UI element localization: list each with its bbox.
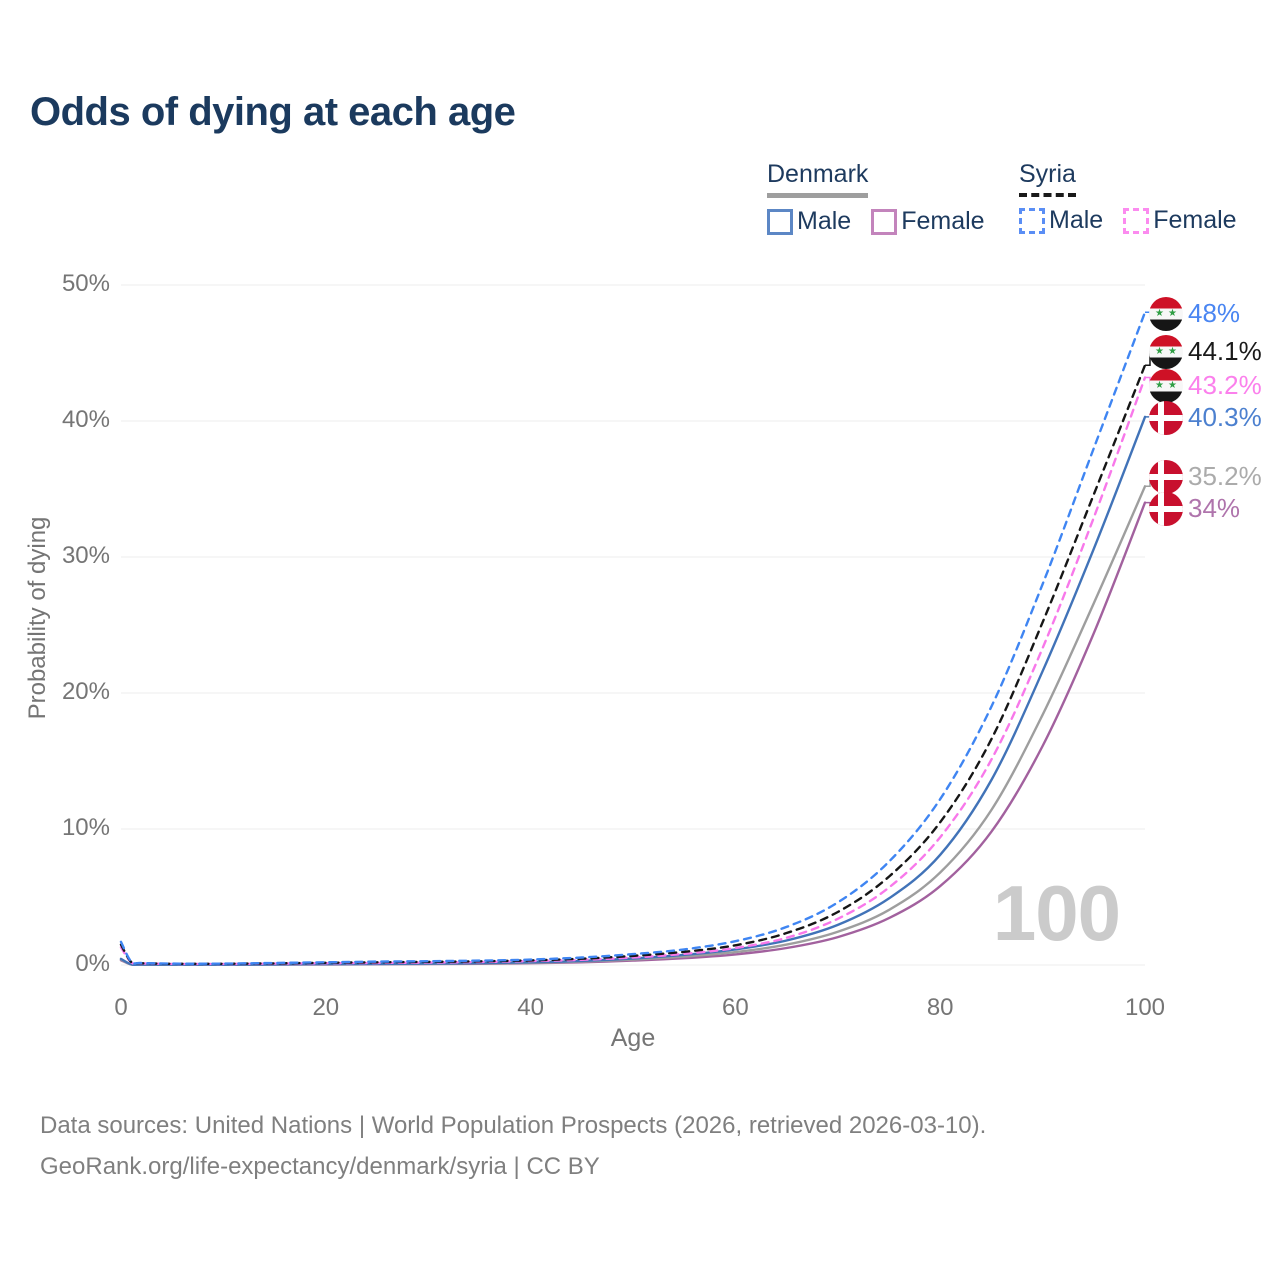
y-tick-label: 0%	[75, 950, 110, 977]
footer-attribution: GeoRank.org/life-expectancy/denmark/syri…	[40, 1152, 600, 1180]
series-line-syria-both	[119, 364, 1147, 966]
series-line-syria-male	[119, 311, 1147, 965]
denmark-flag-icon	[1149, 492, 1183, 527]
series-line-denmark-male	[119, 415, 1147, 967]
syria-star-icon: ★	[1168, 379, 1177, 391]
x-tick-label: 80	[926, 994, 954, 1021]
legend-label-syria-male: Male	[1049, 206, 1104, 234]
x-tick-label: 0	[114, 994, 128, 1021]
legend-label-denmark-male: Male	[797, 207, 852, 235]
legend-item-syria-male[interactable]: Male	[1019, 206, 1103, 235]
series-line-denmark-female	[119, 501, 1147, 967]
series-line-denmark-both	[119, 485, 1147, 967]
denmark-male-swatch-icon	[767, 208, 793, 235]
syria-flag-icon: ★ ★	[1149, 368, 1183, 403]
y-tick-label: 40%	[61, 406, 110, 433]
syria-flag-icon: ★ ★	[1149, 334, 1183, 369]
syria-star-icon: ★	[1155, 345, 1164, 357]
footer: Data sources: United Nations | World Pop…	[40, 1106, 986, 1188]
denmark-flag-icon	[1149, 459, 1183, 494]
legend-items-denmark: Male Female	[767, 207, 985, 236]
legend-item-denmark-female[interactable]: Female	[871, 207, 985, 236]
end-label-syria-female: 43.2%	[1188, 369, 1262, 400]
syria-flag-icon: ★ ★	[1149, 296, 1183, 331]
denmark-flag-icon	[1149, 401, 1183, 436]
syria-star-icon: ★	[1168, 307, 1177, 319]
legend-group-syria: Syria Male Female	[1019, 160, 1237, 235]
syria-male-swatch-icon	[1019, 207, 1045, 234]
x-tick-label: 100	[1124, 994, 1166, 1021]
end-label-denmark-both: 35.2%	[1188, 460, 1262, 491]
x-tick-label: 60	[722, 994, 749, 1021]
end-label-syria-male: 48%	[1188, 297, 1241, 328]
legend-item-syria-female[interactable]: Female	[1123, 206, 1237, 235]
denmark-female-swatch-icon	[871, 208, 898, 235]
y-tick-label: 30%	[61, 542, 110, 569]
y-tick-label: 10%	[61, 814, 110, 841]
legend-item-denmark-male[interactable]: Male	[767, 207, 851, 236]
age-watermark: 100	[992, 869, 1121, 957]
footer-data-sources: Data sources: United Nations | World Pop…	[40, 1112, 987, 1139]
y-tick-label: 20%	[61, 678, 110, 705]
end-label-denmark-male: 40.3%	[1188, 402, 1262, 433]
x-axis-title: Age	[610, 1024, 656, 1052]
syria-female-swatch-icon	[1123, 207, 1150, 234]
series-line-syria-female	[119, 376, 1147, 966]
x-tick-label: 20	[312, 994, 340, 1021]
legend-group-denmark: Denmark Male Female	[767, 160, 985, 236]
syria-star-icon: ★	[1155, 307, 1164, 319]
syria-star-icon: ★	[1155, 379, 1164, 391]
end-label-syria-both: 44.1%	[1188, 335, 1262, 366]
legend-items-syria: Male Female	[1019, 206, 1237, 235]
legend-label-denmark-female: Female	[901, 207, 985, 235]
x-tick-label: 40	[517, 994, 544, 1021]
legend-label-syria-female: Female	[1153, 206, 1237, 234]
page-title: Odds of dying at each age	[30, 90, 516, 134]
legend-title-syria: Syria	[1019, 160, 1076, 197]
end-label-denmark-female: 34%	[1188, 493, 1241, 524]
syria-star-icon: ★	[1168, 345, 1177, 357]
legend-title-denmark: Denmark	[767, 160, 869, 198]
y-tick-label: 50%	[61, 270, 110, 297]
